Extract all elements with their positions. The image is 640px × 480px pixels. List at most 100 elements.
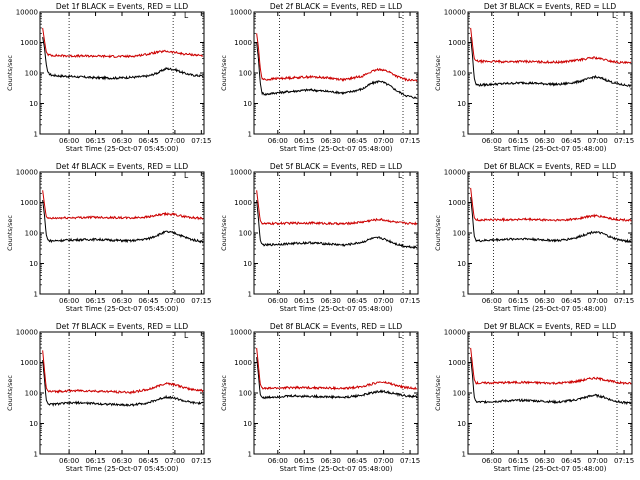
x-tick-label: 07:15	[400, 457, 420, 465]
x-tick-label: 06:30	[321, 297, 341, 305]
plot-title: Det 2f BLACK = Events, RED = LLD	[270, 2, 403, 11]
lld-series-line	[470, 187, 632, 223]
x-tick-label: 06:45	[561, 137, 581, 145]
x-tick-label: 06:30	[535, 137, 555, 145]
y-tick-label: 10	[29, 100, 38, 108]
lld-series-line	[256, 347, 418, 391]
x-tick-label: 06:00	[268, 457, 288, 465]
y-tick-label: 100	[239, 390, 252, 398]
x-tick-label: 06:45	[138, 297, 158, 305]
lld-series-line	[470, 347, 632, 386]
x-tick-label: 07:15	[614, 137, 634, 145]
x-tick-label: 07:15	[614, 457, 634, 465]
y-axis-label: Counts/sec	[434, 215, 442, 251]
y-tick-label: 1	[462, 291, 466, 299]
y-tick-label: 100	[239, 230, 252, 238]
y-tick-label: 1	[248, 451, 252, 459]
y-tick-label: 10000	[230, 169, 252, 177]
y-tick-label: 100	[239, 70, 252, 78]
y-tick-label: 10000	[230, 9, 252, 17]
plot-title: Det 6f BLACK = Events, RED = LLD	[484, 162, 617, 171]
events-series-line	[470, 357, 632, 406]
plot-frame	[253, 171, 419, 295]
y-tick-label: 1000	[448, 39, 466, 47]
x-tick-label: 07:00	[588, 457, 608, 465]
events-series-line	[42, 200, 204, 244]
corner-marker: L	[398, 331, 403, 340]
x-tick-label: 06:15	[294, 137, 314, 145]
plot-frame	[253, 11, 419, 135]
x-tick-label: 07:00	[165, 457, 185, 465]
x-axis-label: Start Time (25-Oct-07 05:48:00)	[494, 305, 607, 313]
plot-frame	[39, 171, 205, 295]
x-axis-label: Start Time (25-Oct-07 05:45:00)	[66, 145, 179, 153]
x-axis-label: Start Time (25-Oct-07 05:45:00)	[66, 305, 179, 313]
events-series-line	[470, 37, 632, 88]
y-tick-label: 10	[243, 100, 252, 108]
y-tick-label: 1	[462, 131, 466, 139]
x-tick-label: 06:15	[85, 137, 105, 145]
y-axis-label: Counts/sec	[6, 55, 14, 91]
plot-frame	[467, 171, 633, 295]
y-tick-label: 1	[34, 451, 38, 459]
x-tick-label: 06:00	[482, 137, 502, 145]
lld-series-line	[42, 350, 204, 395]
x-axis-label: Start Time (25-Oct-07 05:48:00)	[494, 465, 607, 473]
x-tick-label: 06:15	[508, 457, 528, 465]
x-tick-label: 06:15	[508, 137, 528, 145]
y-axis-label: Counts/sec	[220, 375, 228, 411]
x-tick-label: 06:00	[482, 297, 502, 305]
y-tick-label: 100	[453, 230, 466, 238]
lld-series-line	[470, 27, 632, 65]
corner-marker: L	[398, 11, 403, 20]
x-tick-label: 06:00	[268, 297, 288, 305]
x-tick-label: 06:15	[85, 297, 105, 305]
corner-marker: L	[184, 171, 189, 180]
x-axis-label: Start Time (25-Oct-07 05:48:00)	[494, 145, 607, 153]
x-tick-label: 06:15	[294, 297, 314, 305]
y-axis-label: Counts/sec	[434, 375, 442, 411]
corner-marker: L	[184, 11, 189, 20]
events-series-line	[256, 42, 418, 99]
x-tick-label: 06:00	[59, 457, 79, 465]
x-tick-label: 06:30	[321, 137, 341, 145]
y-tick-label: 10	[29, 260, 38, 268]
y-axis-label: Counts/sec	[220, 55, 228, 91]
y-tick-label: 10	[29, 420, 38, 428]
x-tick-label: 06:00	[59, 297, 79, 305]
x-tick-label: 07:00	[165, 137, 185, 145]
x-tick-label: 07:15	[614, 297, 634, 305]
y-axis-label: Counts/sec	[6, 375, 14, 411]
y-tick-label: 10000	[444, 169, 466, 177]
x-tick-label: 07:15	[400, 297, 420, 305]
y-tick-label: 1000	[20, 39, 38, 47]
corner-marker: L	[612, 11, 617, 20]
y-tick-label: 10000	[444, 9, 466, 17]
x-tick-label: 06:15	[508, 297, 528, 305]
y-tick-label: 10000	[444, 329, 466, 337]
y-tick-label: 10000	[16, 329, 38, 337]
x-tick-label: 06:30	[535, 457, 555, 465]
x-tick-label: 06:45	[347, 297, 367, 305]
plot-title: Det 3f BLACK = Events, RED = LLD	[484, 2, 617, 11]
y-tick-label: 100	[453, 70, 466, 78]
corner-marker: L	[612, 171, 617, 180]
events-series-line	[42, 360, 204, 408]
x-tick-label: 06:00	[59, 137, 79, 145]
x-axis-label: Start Time (25-Oct-07 05:48:00)	[280, 465, 393, 473]
plot-title: Det 8f BLACK = Events, RED = LLD	[270, 322, 403, 331]
y-tick-label: 1	[248, 291, 252, 299]
y-axis-label: Counts/sec	[434, 55, 442, 91]
x-tick-label: 07:00	[165, 297, 185, 305]
x-tick-label: 07:00	[374, 457, 394, 465]
events-series-line	[470, 197, 632, 244]
y-tick-label: 10000	[16, 9, 38, 17]
x-tick-label: 06:30	[112, 137, 132, 145]
